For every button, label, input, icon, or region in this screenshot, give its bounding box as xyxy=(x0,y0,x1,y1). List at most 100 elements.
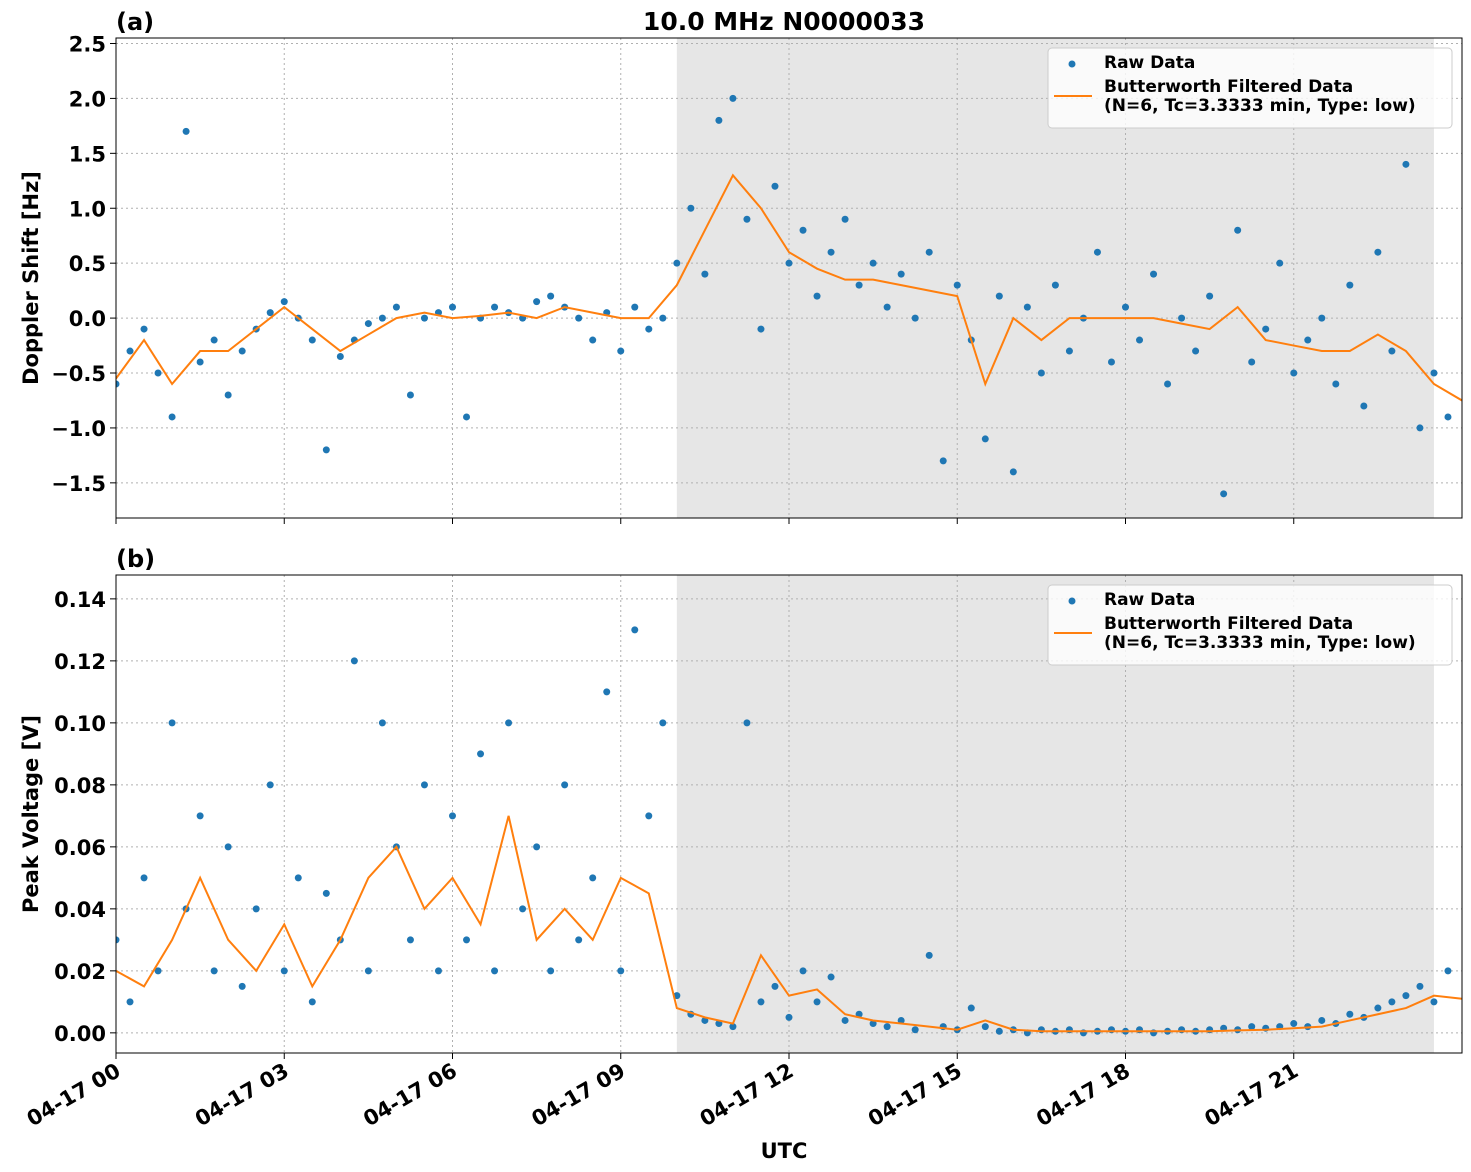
raw-point xyxy=(238,347,246,355)
raw-point xyxy=(827,248,835,256)
raw-point xyxy=(126,998,134,1006)
raw-point xyxy=(196,812,204,820)
raw-point xyxy=(140,325,148,333)
raw-point xyxy=(589,336,597,344)
raw-point xyxy=(1304,336,1312,344)
raw-point xyxy=(897,270,905,278)
legend-label: Raw Data xyxy=(1104,591,1196,610)
raw-point xyxy=(1178,314,1186,322)
raw-point xyxy=(182,127,190,135)
raw-point xyxy=(210,967,218,975)
raw-point xyxy=(1416,424,1424,432)
x-tick-label: 04-17 09 xyxy=(527,1059,629,1132)
raw-point xyxy=(1346,1010,1354,1018)
y-tick-label: 0.00 xyxy=(54,1022,106,1046)
raw-point xyxy=(463,936,471,944)
raw-point xyxy=(631,303,639,311)
legend-entry: Raw Data xyxy=(1104,54,1196,73)
raw-point xyxy=(420,781,428,789)
raw-point xyxy=(449,303,456,311)
raw-point xyxy=(1430,369,1438,377)
raw-point xyxy=(911,1026,919,1034)
raw-point xyxy=(617,347,625,355)
plot-frame xyxy=(115,574,1463,1054)
raw-point xyxy=(1290,369,1298,377)
raw-point xyxy=(827,973,835,981)
raw-point xyxy=(883,1023,891,1031)
x-tick-label: 04-17 12 xyxy=(696,1059,798,1132)
raw-point xyxy=(561,781,569,789)
legend-marker xyxy=(1068,597,1076,605)
plot-area xyxy=(116,626,1462,1037)
raw-point xyxy=(729,1023,737,1031)
raw-point xyxy=(294,874,302,882)
raw-point xyxy=(266,309,274,317)
legend-entry: Butterworth Filtered Data (N=6, Tc=3.333… xyxy=(1104,78,1416,116)
raw-point xyxy=(491,967,499,975)
raw-point xyxy=(757,325,765,333)
raw-point xyxy=(841,1016,849,1024)
raw-point xyxy=(1093,248,1101,256)
raw-point xyxy=(701,270,709,278)
raw-point xyxy=(729,94,737,102)
raw-point xyxy=(883,303,891,311)
y-tick-label: 2.0 xyxy=(69,87,106,111)
raw-point xyxy=(1276,259,1284,267)
raw-point xyxy=(869,1020,877,1028)
y-axis-label: Peak Voltage [V] xyxy=(19,715,43,913)
raw-point xyxy=(967,1004,975,1012)
y-tick-label: 0.06 xyxy=(54,836,106,860)
raw-point xyxy=(463,413,471,421)
raw-point xyxy=(547,292,555,300)
y-tick-label: 0.08 xyxy=(54,774,106,798)
raw-point xyxy=(1444,967,1452,975)
legend-label: Butterworth Filtered Data (N=6, Tc=3.333… xyxy=(1104,615,1416,653)
y-tick-label: 0.14 xyxy=(54,588,106,612)
raw-point xyxy=(116,380,120,388)
y-tick-label: −0.5 xyxy=(51,362,106,386)
raw-point xyxy=(168,719,176,727)
raw-point xyxy=(126,347,134,355)
raw-point xyxy=(547,967,555,975)
raw-point xyxy=(841,215,849,223)
raw-point xyxy=(280,967,288,975)
legend-marker xyxy=(1068,60,1076,68)
y-tick-label: 0.12 xyxy=(54,650,106,674)
y-tick-label: 2.5 xyxy=(69,32,106,56)
raw-point xyxy=(785,1013,793,1021)
raw-point xyxy=(911,314,919,322)
raw-point xyxy=(280,298,288,306)
raw-point xyxy=(1136,336,1144,344)
raw-point xyxy=(617,967,625,975)
raw-point xyxy=(1150,270,1158,278)
raw-point xyxy=(939,457,947,465)
raw-point xyxy=(406,936,414,944)
raw-point xyxy=(378,314,386,322)
raw-point xyxy=(953,281,961,289)
legend-label: Butterworth Filtered Data (N=6, Tc=3.333… xyxy=(1104,78,1416,116)
raw-point xyxy=(238,982,246,990)
raw-point xyxy=(434,967,442,975)
raw-point xyxy=(1248,358,1256,366)
raw-point xyxy=(266,781,274,789)
y-tick-label: 0.02 xyxy=(54,960,106,984)
raw-point xyxy=(420,314,428,322)
x-tick-label: 04-17 18 xyxy=(1032,1059,1134,1132)
raw-point xyxy=(897,1016,905,1024)
y-axis-label: Doppler Shift [Hz] xyxy=(19,171,43,385)
raw-point xyxy=(1037,369,1045,377)
raw-point xyxy=(322,889,330,897)
legend-label: Raw Data xyxy=(1104,54,1196,73)
raw-point xyxy=(1164,380,1172,388)
raw-point xyxy=(378,719,386,727)
raw-point xyxy=(715,116,723,124)
raw-point xyxy=(1402,160,1410,168)
raw-point xyxy=(995,1027,1003,1035)
raw-point xyxy=(995,292,1003,300)
raw-point xyxy=(1009,468,1017,476)
y-tick-label: 0.0 xyxy=(69,307,106,331)
raw-point xyxy=(575,314,583,322)
raw-point xyxy=(1360,402,1368,410)
raw-point xyxy=(799,226,807,234)
raw-point xyxy=(210,336,218,344)
